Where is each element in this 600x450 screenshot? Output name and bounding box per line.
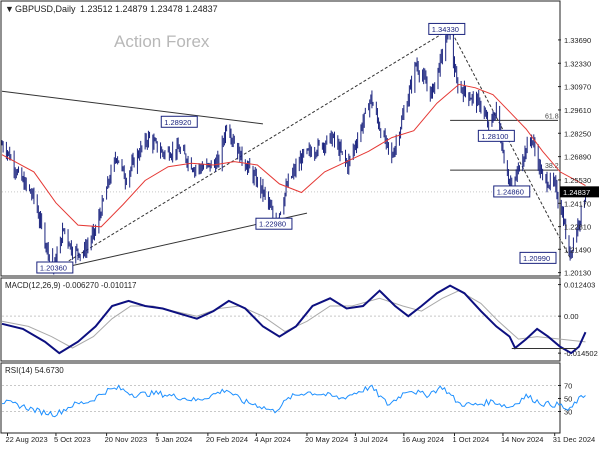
price-annotations: 1.20360 1.28920 1.22980 1.34330 1.28100 1.248… (36, 22, 557, 274)
macd-tick-label: 0.012403 (564, 281, 595, 290)
axis-labels: 1.33690 1.32330 1.30970 1.29610 1.28250 1.268… (6, 36, 599, 444)
last-price-tag (560, 186, 599, 198)
price-tick-label: 1.21490 (564, 245, 591, 254)
price-annotation-label: 1.20360 (40, 264, 67, 273)
price-annotation-box (255, 217, 293, 230)
price-panel[interactable] (0, 0, 561, 277)
fib-level-label: 38.2 (545, 163, 559, 170)
macd-tick-label: -0.014502 (564, 349, 598, 358)
time-tick-label: 3 Jul 2024 (353, 435, 388, 444)
time-tick-label: 20 Nov 2023 (105, 435, 148, 444)
symbol-label: GBPUSD,Daily (15, 4, 76, 14)
price-annotation-label: 1.28920 (164, 118, 191, 127)
watermark: Action Forex (114, 32, 210, 51)
macd-tick-label: 0.00 (564, 312, 579, 321)
price-tick-label: 1.20130 (564, 269, 591, 278)
time-tick-label: 5 Jan 2024 (155, 435, 192, 444)
trendline (1, 90, 263, 125)
time-tick-label: 31 Dec 2024 (553, 435, 596, 444)
ohlc-values: 1.23512 1.24879 1.23478 1.24837 (80, 4, 218, 14)
price-annotation-label: 1.24860 (497, 187, 524, 196)
moving-average-series (1, 83, 586, 228)
price-tick-label: 1.28250 (564, 129, 591, 138)
time-tick-label: 20 May 2024 (305, 435, 348, 444)
time-tick-label: 14 Nov 2024 (501, 435, 544, 444)
price-tick-label: 1.24170 (564, 199, 591, 208)
time-tick-label: 5 Oct 2023 (54, 435, 91, 444)
price-annotation-box (477, 129, 515, 142)
rsi-line (1, 384, 586, 418)
rsi-tick-label: 70 (564, 382, 572, 391)
price-tick-label: 1.33690 (564, 36, 591, 45)
price-annotation-box (160, 115, 198, 128)
rsi-title: RSI(14) 54.6730 (5, 366, 64, 375)
time-tick-label: 20 Feb 2024 (206, 435, 248, 444)
candlestick-series (1, 26, 587, 275)
price-tick-label: 1.25530 (564, 176, 591, 185)
dashed-trendline (55, 28, 451, 270)
rsi-tick-label: 50 (564, 395, 572, 404)
macd-series: 0.012403 0.00 -0.014502 (1, 281, 598, 358)
macd-line (1, 284, 587, 355)
price-annotation-label: 1.28100 (481, 132, 508, 141)
last-price-label: 1.24837 (563, 188, 590, 197)
time-tick-label: 1 Oct 2024 (453, 435, 490, 444)
price-tick-label: 1.30970 (564, 83, 591, 92)
price-tick-label: 1.26890 (564, 153, 591, 162)
price-tick-label: 1.29610 (564, 106, 591, 115)
price-annotation-label: 1.20990 (523, 254, 550, 263)
price-annotation-box (493, 185, 531, 198)
price-annotation-box (36, 261, 74, 274)
price-annotation-label: 1.22980 (259, 220, 286, 229)
rsi-tick-label: 30 (564, 408, 572, 417)
dashed-trendline (449, 28, 571, 259)
rsi-series: 70 50 30 (1, 382, 586, 418)
time-tick-label: 16 Aug 2024 (402, 435, 444, 444)
price-tick-label: 1.22810 (564, 223, 591, 232)
price-tick-label: 1.32330 (564, 59, 591, 68)
price-annotation-box (519, 251, 557, 264)
moving-average-line (1, 83, 586, 228)
fib-level-label: 61.8 (545, 113, 559, 120)
price-annotation-label: 1.34330 (432, 25, 459, 34)
time-tick-label: 22 Aug 2023 (6, 435, 48, 444)
macd-panel[interactable] (0, 277, 561, 362)
symbol-dropdown-icon[interactable]: ▼ (5, 4, 14, 14)
macd-title: MACD(12,26,9) -0.006270 -0.010117 (5, 281, 137, 290)
price-annotation-box (428, 22, 466, 35)
time-tick-label: 4 Apr 2024 (254, 435, 290, 444)
